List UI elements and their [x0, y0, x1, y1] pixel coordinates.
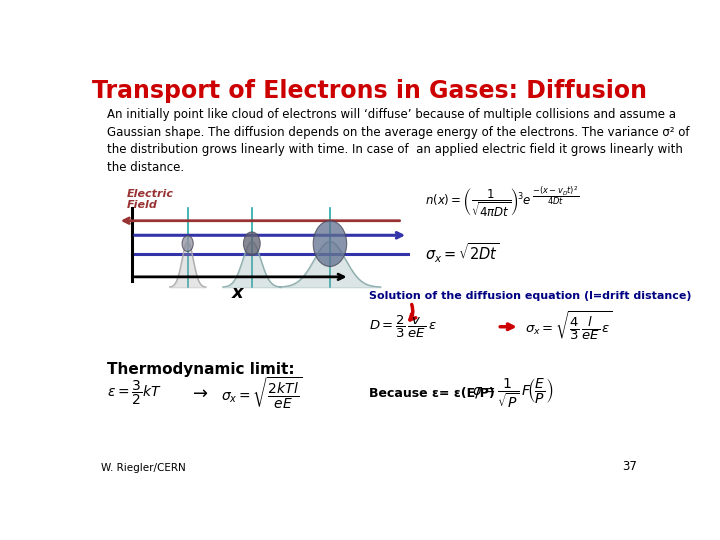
- Ellipse shape: [313, 221, 347, 266]
- Text: Electric
Field: Electric Field: [126, 188, 174, 210]
- Text: $\sigma = \dfrac{1}{\sqrt{P}}\,F\!\left(\dfrac{E}{P}\right)$: $\sigma = \dfrac{1}{\sqrt{P}}\,F\!\left(…: [472, 376, 554, 410]
- Text: $n(x) = \left(\dfrac{1}{\sqrt{4\pi Dt}}\right)^{\!3} e^{\,\dfrac{-(x-v_D t)^2}{4: $n(x) = \left(\dfrac{1}{\sqrt{4\pi Dt}}\…: [425, 185, 579, 220]
- Text: 37: 37: [622, 460, 637, 473]
- Text: $\sigma_x = \sqrt{2Dt}$: $\sigma_x = \sqrt{2Dt}$: [425, 241, 500, 265]
- Ellipse shape: [243, 232, 260, 255]
- Text: $D = \dfrac{2}{3}\,\dfrac{v}{eE}\,\epsilon$: $D = \dfrac{2}{3}\,\dfrac{v}{eE}\,\epsil…: [369, 314, 437, 340]
- Text: Because ε= ε(E/P): Because ε= ε(E/P): [369, 387, 495, 400]
- Text: $\sigma_x = \sqrt{\dfrac{4}{3}\,\dfrac{l}{eE}\,\epsilon}$: $\sigma_x = \sqrt{\dfrac{4}{3}\,\dfrac{l…: [526, 310, 613, 343]
- Text: Transport of Electrons in Gases: Diffusion: Transport of Electrons in Gases: Diffusi…: [91, 79, 647, 103]
- Text: $\sigma_x = \sqrt{\dfrac{2kTl}{eE}}$: $\sigma_x = \sqrt{\dfrac{2kTl}{eE}}$: [221, 375, 302, 411]
- Text: Solution of the diffusion equation (l=drift distance): Solution of the diffusion equation (l=dr…: [369, 292, 691, 301]
- Text: W. Riegler/CERN: W. Riegler/CERN: [101, 463, 186, 473]
- Ellipse shape: [182, 235, 193, 252]
- Text: $\rightarrow$: $\rightarrow$: [189, 384, 209, 402]
- Text: Thermodynamic limit:: Thermodynamic limit:: [107, 362, 294, 377]
- Text: x: x: [232, 285, 243, 302]
- Text: An initially point like cloud of electrons will ‘diffuse’ because of multiple co: An initially point like cloud of electro…: [107, 109, 689, 174]
- Text: $\epsilon = \dfrac{3}{2}kT$: $\epsilon = \dfrac{3}{2}kT$: [107, 379, 161, 408]
